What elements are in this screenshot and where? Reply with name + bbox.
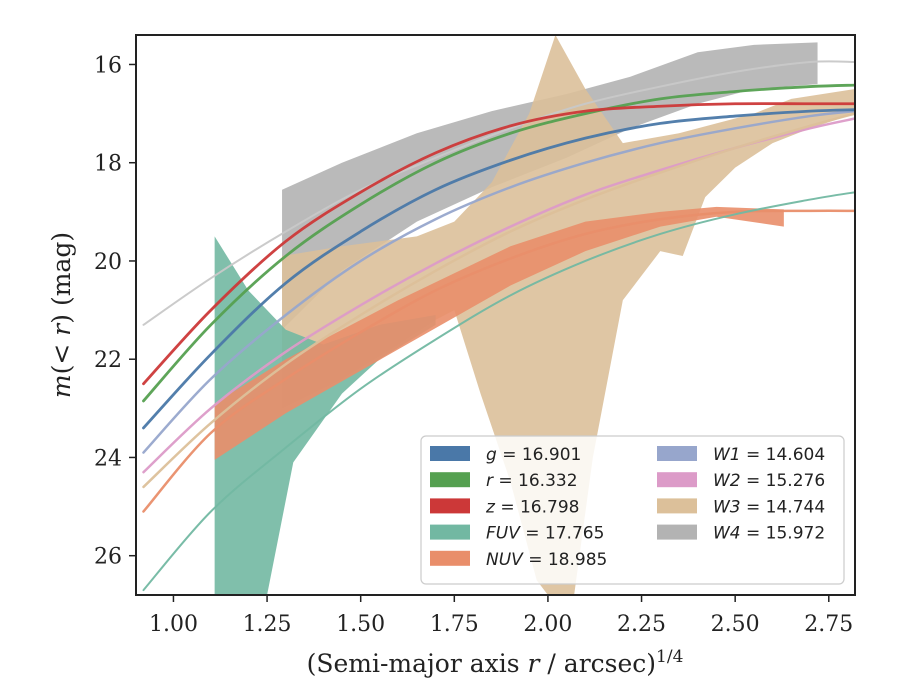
- y-axis-label-text: m(< r) (mag): [47, 232, 76, 398]
- band-nuv: [214, 206, 784, 460]
- y-axis-label: m(< r) (mag): [47, 232, 76, 398]
- x-tick-label: 2.00: [523, 612, 572, 637]
- y-tick-label: 16: [94, 53, 122, 78]
- legend-label-w2: W2 = 15.276: [713, 471, 825, 491]
- legend-swatch-g: [430, 446, 470, 461]
- legend-swatch-w2: [657, 472, 697, 488]
- legend-label-fuv: FUV = 17.765: [486, 524, 604, 544]
- band-w3: [282, 35, 855, 595]
- axis-ticks: 1.00 1.25 1.50 1.75 2.00 2.25 2.50 2.75 16 18 20 22…: [94, 53, 853, 637]
- y-tick-label: 22: [94, 348, 122, 373]
- y-tick-label: 26: [94, 545, 122, 570]
- y-tick-label: 24: [94, 446, 122, 471]
- curve-g: [142, 108, 855, 430]
- legend-swatch-nuv: [430, 550, 470, 566]
- x-tick-label: 1.00: [149, 612, 198, 637]
- curve-w4: [142, 60, 855, 326]
- curve-fuv: [142, 191, 855, 592]
- x-tick-label: 2.25: [617, 612, 666, 637]
- legend-swatch-fuv: [430, 524, 470, 540]
- legend-label-w4: W4 = 15.972: [713, 524, 825, 544]
- plot-frame: [135, 34, 856, 596]
- x-tick-label: 2.75: [804, 612, 853, 637]
- x-tick-label: 1.75: [430, 612, 479, 637]
- legend-label-z: z = 16.798: [485, 497, 579, 517]
- legend-label-nuv: NUV = 18.985: [486, 550, 607, 570]
- legend-label-r: r = 16.332: [486, 471, 578, 491]
- x-tick-label: 1.50: [336, 612, 385, 637]
- curve-nuv: [142, 209, 855, 513]
- plot-area: [142, 35, 855, 595]
- legend-swatch-r: [430, 472, 470, 488]
- x-axis-label: (Semi-major axis r / arcsec)1/4: [307, 647, 684, 678]
- legend-swatch-w4: [657, 524, 697, 540]
- legend-label-w3: W3 = 14.744: [713, 497, 825, 517]
- legend-swatch-z: [430, 498, 470, 514]
- curve-z: [142, 102, 855, 386]
- legend-label-w1: W1 = 14.604: [713, 445, 825, 465]
- curve-w3: [142, 112, 855, 489]
- y-tick-label: 20: [94, 250, 122, 275]
- legend: g = 16.901 r = 16.332 z = 16.798 FUV = 17.7…: [420, 435, 845, 585]
- legend-label-g: g = 16.901: [486, 445, 581, 465]
- legend-box: [420, 435, 845, 585]
- curve-r: [142, 83, 855, 403]
- legend-swatch-w1: [657, 446, 697, 461]
- x-tick-label: 1.25: [243, 612, 292, 637]
- y-tick-label: 18: [94, 152, 122, 177]
- legend-swatch-w3: [657, 498, 697, 514]
- x-tick-label: 2.50: [711, 612, 760, 637]
- curve-w1: [142, 109, 855, 454]
